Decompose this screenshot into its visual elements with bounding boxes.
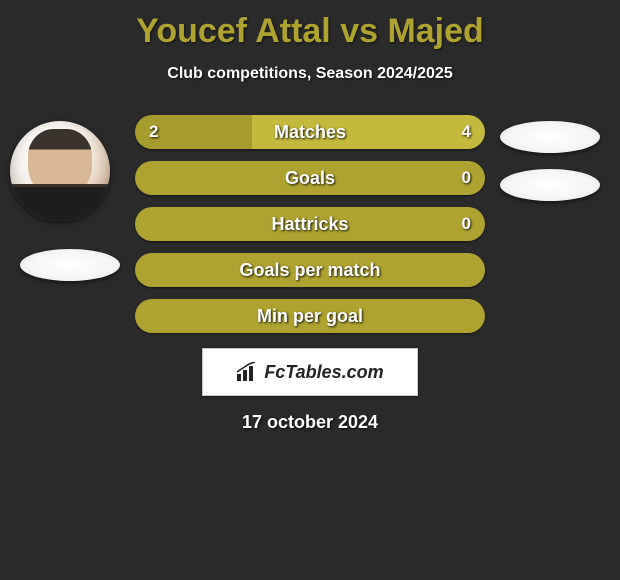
player-right-avatar	[500, 121, 600, 153]
stat-bar-left-segment	[135, 253, 485, 287]
stat-bar-right-segment	[252, 115, 485, 149]
stat-bar-left-segment	[135, 299, 485, 333]
stat-bar: Matches24	[135, 115, 485, 149]
stat-bar: Goals per match	[135, 253, 485, 287]
stat-bars: Matches24 Goals0 Hattricks0 Goals per match…	[135, 115, 485, 345]
date-label: 17 october 2024	[0, 412, 620, 433]
page-title: Youcef Attal vs Majed	[0, 0, 620, 51]
stat-bar: Hattricks0	[135, 207, 485, 241]
logo-text: FcTables.com	[264, 362, 383, 383]
chart-icon	[236, 362, 258, 382]
player-left-avatar	[10, 121, 110, 221]
stat-bar-left-segment	[135, 115, 252, 149]
player-right-club-badge	[500, 169, 600, 201]
page-subtitle: Club competitions, Season 2024/2025	[0, 65, 620, 83]
stat-bar-left-segment	[135, 207, 485, 241]
stat-bar: Goals0	[135, 161, 485, 195]
player-left-club-badge	[20, 249, 120, 281]
stat-bar-left-segment	[135, 161, 485, 195]
fctables-logo: FcTables.com	[202, 348, 418, 396]
stat-bar: Min per goal	[135, 299, 485, 333]
